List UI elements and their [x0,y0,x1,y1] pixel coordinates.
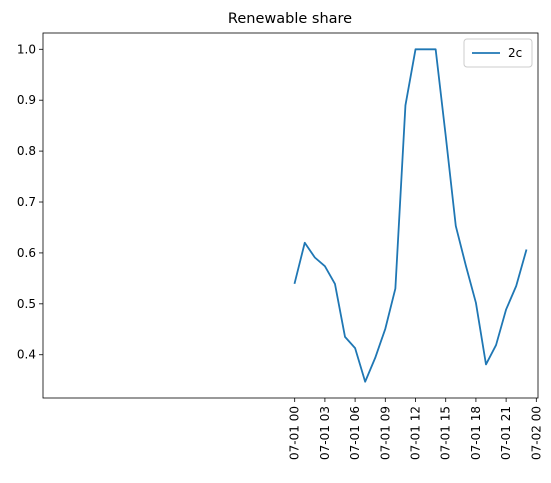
x-tick-label: 07-01 03 [318,406,332,460]
series-line-2c [293,48,528,383]
x-tick-label: 07-01 00 [288,406,302,460]
plot-area-frame [42,32,539,399]
series-layer [293,48,528,383]
x-tick-label: 07-01 15 [439,406,453,460]
y-tick-label: 0.4 [17,348,36,362]
x-tick-label: 07-02 00 [529,406,543,460]
legend-label-2c: 2c [508,46,522,60]
y-axis: 0.4 0.5 0.6 0.7 0.8 0.9 1.0 [17,42,43,362]
y-tick-label: 0.5 [17,297,36,311]
chart-title: Renewable share [228,11,352,27]
y-tick-label: 0.7 [17,195,36,209]
legend: 2c [463,38,533,68]
x-tick-label: 07-01 18 [469,406,483,460]
x-tick-label: 07-01 12 [409,406,423,460]
x-tick-label: 07-01 21 [499,406,513,460]
y-tick-label: 1.0 [17,42,36,56]
y-tick-label: 0.6 [17,246,36,260]
y-tick-label: 0.9 [17,93,36,107]
x-tick-label: 07-01 09 [378,406,392,460]
x-axis: 07-01 00 07-01 03 07-01 06 07-01 09 07-01 12… [288,398,543,460]
y-tick-label: 0.8 [17,144,36,158]
x-tick-label: 07-01 06 [348,406,362,460]
